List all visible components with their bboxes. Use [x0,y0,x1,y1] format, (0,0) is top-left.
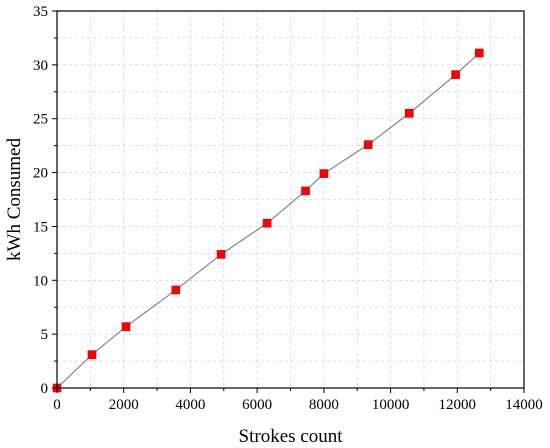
data-point [262,218,272,228]
data-point [319,169,329,178]
y-tick-label: 10 [33,273,48,289]
x-tick-label: 10000 [372,397,410,413]
data-point [171,285,181,295]
x-tick-label: 0 [53,397,61,413]
series-polyline [56,52,480,389]
series-markers [52,48,484,393]
y-tick-label: 25 [33,112,48,128]
axis-ticks [52,10,525,393]
data-point [474,48,484,58]
data-point [301,186,310,196]
y-tick-label: 15 [33,219,48,235]
tick-labels: 0 2000 4000 6000 8000 10000 12000 14000 0 5 10 15 20… [33,4,543,413]
x-tick-label: 4000 [175,397,205,413]
y-tick-label: 35 [33,4,48,20]
data-point [363,140,373,149]
x-tick-label: 12000 [439,397,477,413]
grid-lines [57,11,524,388]
series-line [56,52,480,389]
x-tick-label: 8000 [309,397,339,413]
y-axis-title: kWh Consumed [4,138,25,261]
x-tick-label: 14000 [505,397,543,413]
data-point [451,70,460,79]
x-tick-label: 2000 [109,397,139,413]
x-axis-title: Strokes count [239,426,344,447]
y-tick-label: 20 [33,166,48,182]
data-point [404,109,414,118]
data-point [87,350,97,359]
data-point [216,250,226,259]
data-point [121,322,131,331]
x-tick-label: 6000 [242,397,272,413]
y-tick-label: 30 [33,58,48,74]
y-tick-label: 5 [41,327,49,343]
y-tick-label: 0 [41,381,49,397]
